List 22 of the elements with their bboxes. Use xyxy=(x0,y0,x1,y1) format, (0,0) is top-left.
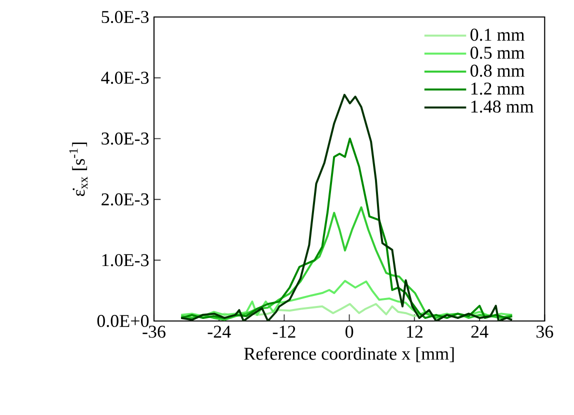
legend-label: 1.48 mm xyxy=(471,100,534,113)
line-series xyxy=(180,206,514,321)
x-tick-label: -36 xyxy=(142,326,166,338)
y-tick-label: 2.0E-3 xyxy=(102,193,149,206)
y-axis-title: ε̇$_{xx}$ [s$^{-1}$] xyxy=(69,142,88,196)
y-tick-label: 0.0E+0 xyxy=(97,314,149,328)
legend-label: 0.5 mm xyxy=(470,46,525,59)
line-series xyxy=(180,138,514,319)
x-tick-label: 24 xyxy=(471,326,488,338)
legend-label: 0.8 mm xyxy=(470,64,525,77)
x-tick-label: -12 xyxy=(272,326,296,338)
legend-label: 1.2 mm xyxy=(471,82,525,95)
x-tick-label: 12 xyxy=(407,326,422,338)
x-axis-title: Reference coordinate x [mm] xyxy=(244,347,454,362)
y-tick-label: 5.0E-3 xyxy=(102,10,149,24)
x-tick-label: 0 xyxy=(346,326,354,338)
y-tick-label: 4.0E-3 xyxy=(101,72,149,84)
x-tick-label: 36 xyxy=(536,326,554,338)
legend-label: 0.1 mm xyxy=(470,28,525,41)
x-tick-label: -24 xyxy=(208,326,231,338)
y-tick-label: 3.0E-3 xyxy=(102,132,149,145)
y-tick-label: 1.0E-3 xyxy=(102,254,149,266)
